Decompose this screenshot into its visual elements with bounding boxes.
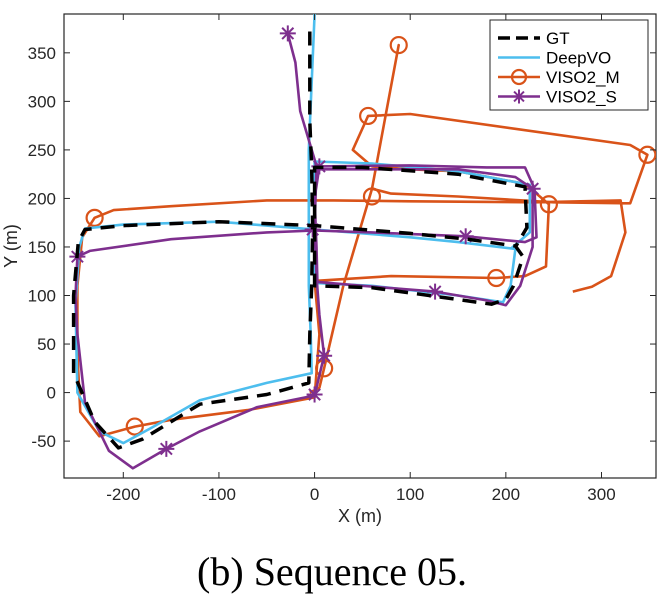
y-tick-label: 250 (28, 141, 56, 160)
star-marker (457, 228, 474, 245)
star-marker (512, 89, 526, 104)
legend-label-viso2_s: VISO2_S (546, 88, 617, 107)
star-marker (158, 440, 175, 457)
circle-marker (389, 35, 408, 55)
y-tick-label: 50 (37, 335, 56, 354)
trajectory-chart: -200 -100 0 100 200 300 -50 0 50 100 150 200 250 300 3… (1, 13, 657, 526)
series-viso2_m-line (76, 43, 649, 438)
y-tick-label: 300 (28, 92, 56, 111)
circle-marker (362, 187, 382, 206)
y-tick-label: 0 (47, 384, 56, 403)
x-axis-title: X (m) (338, 506, 382, 526)
y-axis-title: Y (m) (1, 224, 21, 268)
star-marker (524, 180, 541, 197)
y-tick-label: 200 (28, 189, 56, 208)
series-viso2_m-markers (85, 35, 656, 436)
x-tick-label: 200 (492, 485, 520, 504)
circle-marker (539, 195, 558, 214)
circle-marker (638, 145, 656, 164)
legend-label-gt: GT (546, 29, 570, 48)
y-tick-label: 150 (28, 238, 56, 257)
x-tick-label: 300 (587, 485, 615, 504)
y-tick-label: 350 (28, 44, 56, 63)
circle-marker (510, 68, 528, 86)
circle-marker (85, 208, 104, 227)
legend-label-deepvo: DeepVO (546, 49, 611, 68)
circle-marker (125, 417, 144, 436)
star-marker (427, 283, 444, 300)
x-tick-label: -200 (106, 485, 140, 504)
x-tick-label: 0 (310, 485, 319, 504)
legend-label-viso2_m: VISO2_M (546, 68, 620, 87)
y-tick-label: -50 (31, 432, 56, 451)
series-gt-line (71, 31, 529, 450)
x-tick-label: 100 (396, 485, 424, 504)
circle-marker (359, 106, 378, 126)
x-tick-label: -100 (202, 485, 236, 504)
circle-marker (487, 268, 506, 288)
star-marker (279, 25, 296, 42)
y-tick-label: 100 (28, 287, 56, 306)
figure-caption: (b) Sequence 05. (197, 549, 467, 594)
star-marker (306, 386, 323, 403)
star-marker (316, 347, 333, 364)
